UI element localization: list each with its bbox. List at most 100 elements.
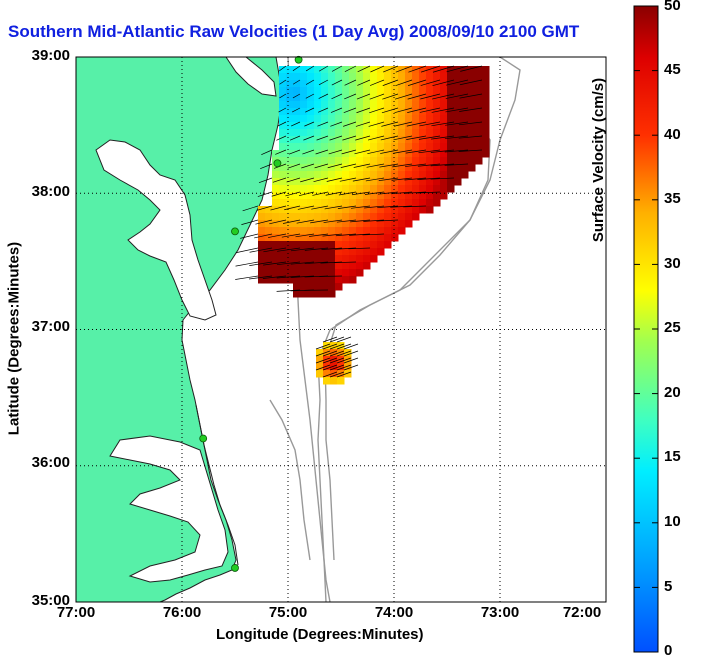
velocity-cell: [272, 220, 280, 228]
velocity-vector: [329, 135, 343, 141]
velocity-cell: [363, 171, 371, 179]
velocity-cell: [307, 192, 315, 200]
velocity-vector: [362, 233, 385, 236]
offshore-velocity-patch: [315, 336, 359, 385]
velocity-cell: [328, 290, 336, 298]
velocity-cell: [391, 185, 399, 193]
velocity-cell: [342, 269, 350, 277]
velocity-cell: [337, 356, 345, 364]
velocity-cell: [300, 108, 308, 116]
velocity-vector: [319, 275, 343, 277]
velocity-cell: [279, 276, 287, 284]
velocity-vector: [336, 336, 352, 343]
velocity-cell: [335, 220, 343, 228]
velocity-vector: [431, 107, 455, 113]
velocity-cell: [433, 66, 441, 74]
velocity-cell: [293, 255, 301, 263]
velocity-cell: [433, 171, 441, 179]
velocity-cell: [363, 143, 371, 151]
velocity-cell: [405, 115, 413, 123]
velocity-cell: [335, 136, 343, 144]
velocity-vector: [343, 350, 359, 357]
velocity-cell: [454, 87, 462, 95]
velocity-vector: [420, 93, 441, 100]
velocity-cell: [349, 178, 357, 186]
velocity-vector: [313, 177, 329, 183]
velocity-cell: [426, 115, 434, 123]
velocity-cell: [363, 108, 371, 116]
velocity-cell: [349, 199, 357, 207]
velocity-cell: [307, 241, 315, 249]
velocity-vector: [322, 336, 338, 343]
velocity-cell: [468, 150, 476, 158]
velocity-vector: [408, 65, 427, 73]
velocity-cell: [370, 220, 378, 228]
x-tick-label: 75:00: [268, 604, 308, 621]
velocity-cell: [398, 227, 406, 235]
velocity-cell: [356, 241, 364, 249]
velocity-cell: [419, 206, 427, 214]
velocity-cell: [405, 87, 413, 95]
velocity-cell: [314, 234, 322, 242]
velocity-cell: [440, 150, 448, 158]
velocity-cell: [391, 129, 399, 137]
velocity-vector: [446, 79, 469, 86]
velocity-cell: [321, 234, 329, 242]
velocity-cell: [398, 206, 406, 214]
velocity-cell: [377, 192, 385, 200]
velocity-vector: [248, 275, 273, 280]
velocity-cell: [300, 66, 308, 74]
velocity-cell: [342, 206, 350, 214]
velocity-cell: [286, 66, 294, 74]
velocity-cell: [328, 213, 336, 221]
velocity-vector: [392, 149, 413, 154]
velocity-cell: [356, 171, 364, 179]
velocity-cell: [370, 157, 378, 165]
outer-banks: [195, 404, 239, 566]
velocity-vector: [378, 177, 399, 182]
velocity-cell: [461, 94, 469, 102]
velocity-vector: [431, 93, 455, 100]
velocity-cell: [433, 115, 441, 123]
velocity-cell: [314, 283, 322, 291]
velocity-vector: [279, 93, 287, 99]
velocity-cell: [454, 94, 462, 102]
velocity-cell: [279, 220, 287, 228]
velocity-vector: [276, 261, 301, 266]
velocity-cell: [314, 213, 322, 221]
velocity-cell: [328, 234, 336, 242]
velocity-cell: [391, 206, 399, 214]
velocity-vector: [406, 121, 427, 127]
velocity-cell: [356, 185, 364, 193]
velocity-cell: [314, 199, 322, 207]
velocity-cell: [335, 283, 343, 291]
velocity-cell: [419, 143, 427, 151]
velocity-vector: [315, 357, 331, 364]
velocity-cell: [468, 164, 476, 172]
velocity-cell: [468, 66, 476, 74]
velocity-cell: [426, 185, 434, 193]
velocity-cell: [335, 94, 343, 102]
velocity-vector: [369, 93, 385, 100]
velocity-cell: [314, 248, 322, 256]
velocity-cell: [272, 192, 280, 200]
velocity-cell: [342, 87, 350, 95]
velocity-cell: [356, 220, 364, 228]
velocity-cell: [482, 150, 490, 158]
velocity-cell: [482, 143, 490, 151]
velocity-cell: [286, 220, 294, 228]
velocity-vector: [445, 107, 469, 113]
velocity-cell: [405, 101, 413, 109]
velocity-cell: [419, 199, 427, 207]
velocity-cell: [321, 129, 329, 137]
velocity-cell: [300, 101, 308, 109]
velocity-cell: [335, 122, 343, 130]
velocity-cell: [349, 262, 357, 270]
velocity-vector: [344, 79, 357, 86]
velocity-cell: [461, 164, 469, 172]
velocity-cell: [293, 269, 301, 277]
velocity-cell: [323, 363, 331, 371]
velocity-cell: [328, 129, 336, 137]
velocity-vector: [327, 163, 343, 169]
velocity-cell: [279, 150, 287, 158]
